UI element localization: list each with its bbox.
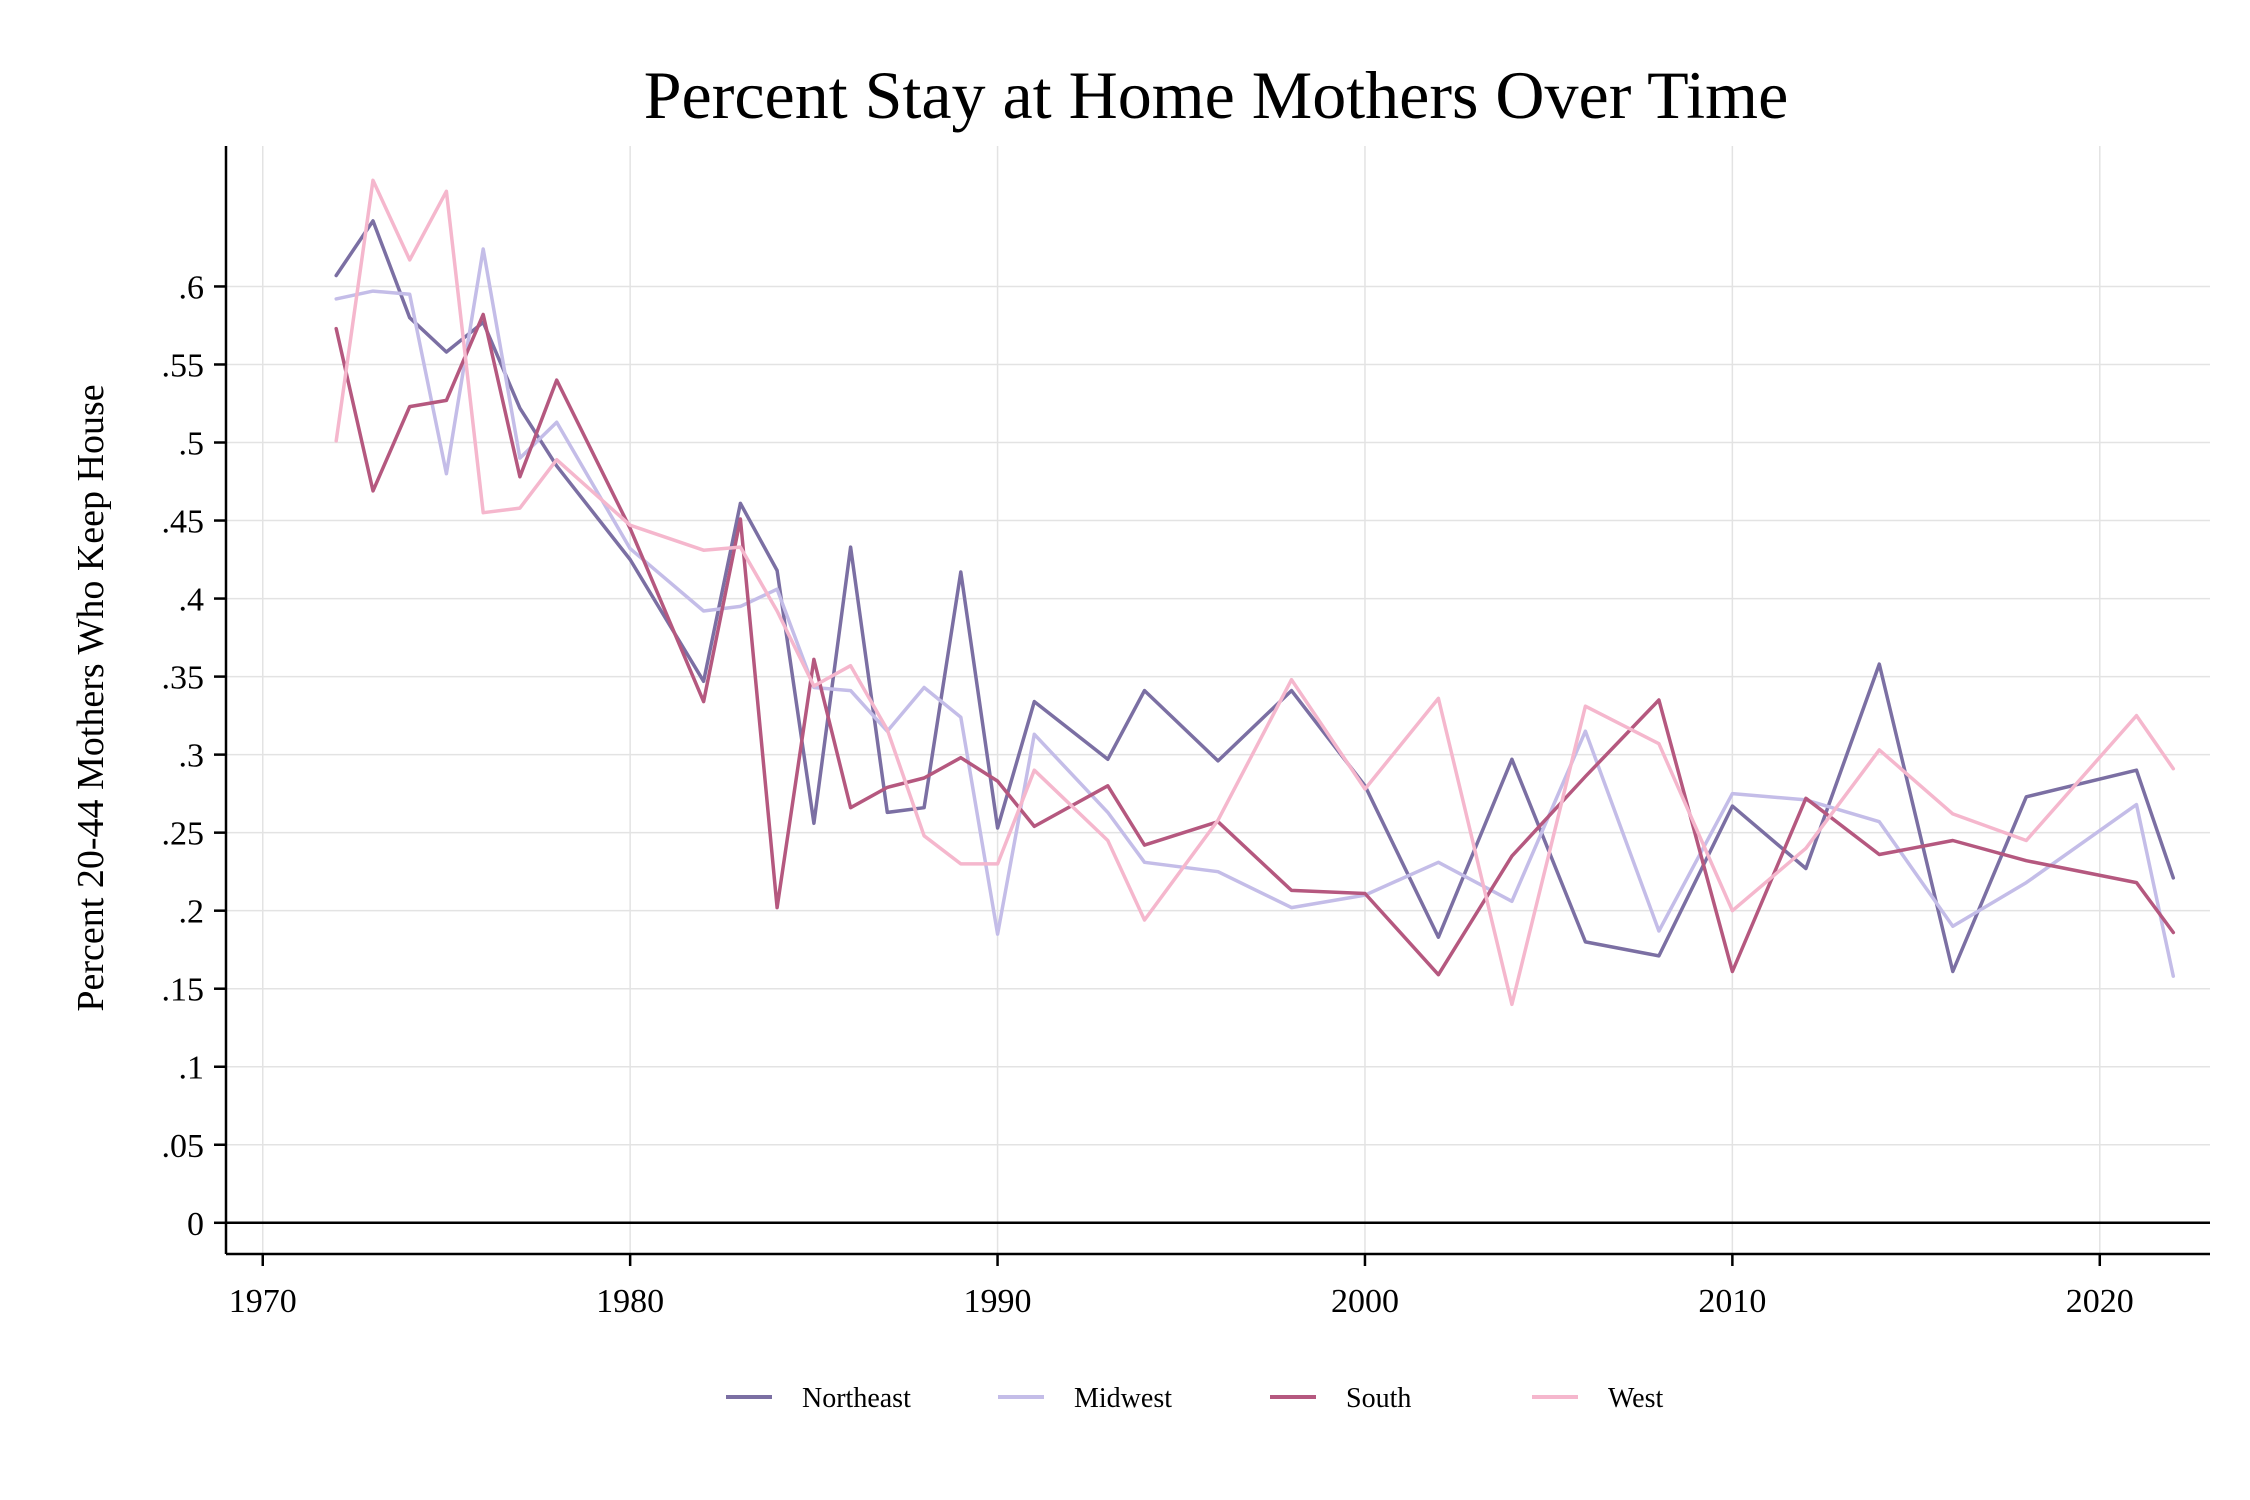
y-tick-label: .25 (162, 816, 205, 853)
y-tick-label: .45 (162, 504, 205, 541)
y-tick-label: .2 (179, 894, 205, 931)
y-tick-label: .5 (179, 426, 205, 463)
y-tick-label: .4 (179, 582, 205, 619)
y-tick-label: .15 (162, 972, 205, 1009)
legend-label: Midwest (1074, 1383, 1172, 1414)
legend-label: Northeast (802, 1383, 911, 1414)
y-tick-label: 0 (187, 1206, 204, 1243)
y-tick-label: .3 (179, 738, 205, 775)
x-tick-label: 1970 (229, 1283, 297, 1320)
legend-label: West (1608, 1383, 1664, 1414)
series-line-northeast (334, 219, 2176, 974)
series-line-south (334, 312, 2176, 977)
axes (214, 146, 2210, 1266)
x-tick-label: 1980 (596, 1283, 664, 1320)
series-line-west (334, 178, 2176, 1007)
y-tick-label: .55 (162, 347, 205, 384)
y-tick-label: .6 (179, 269, 205, 306)
legend-item-west: West (1532, 1383, 1664, 1414)
y-axis-label: Percent 20-44 Mothers Who Keep House (70, 384, 112, 1011)
tick-labels: 0 .05 .1 .15 .2 .25 .3 .35 .4 .45 .5 .55 .6 1970 1980 1… (162, 269, 2134, 1320)
legend-label: South (1346, 1383, 1411, 1414)
y-tick-label: .1 (179, 1050, 205, 1087)
y-tick-label: .05 (162, 1128, 205, 1165)
legend-item-northeast: Northeast (726, 1383, 911, 1414)
legend-item-south: South (1270, 1383, 1411, 1414)
x-tick-label: 1990 (964, 1283, 1032, 1320)
chart-title: Percent Stay at Home Mothers Over Time (644, 57, 1789, 133)
x-tick-label: 2010 (1698, 1283, 1766, 1320)
legend: Northeast Midwest South West (726, 1383, 1664, 1414)
x-tick-label: 2000 (1331, 1283, 1399, 1320)
x-tick-label: 2020 (2066, 1283, 2134, 1320)
y-tick-label: .35 (162, 660, 205, 697)
series-lines (334, 178, 2176, 1007)
gridlines (226, 146, 2210, 1254)
legend-item-midwest: Midwest (998, 1383, 1172, 1414)
series-line-midwest (334, 247, 2176, 978)
